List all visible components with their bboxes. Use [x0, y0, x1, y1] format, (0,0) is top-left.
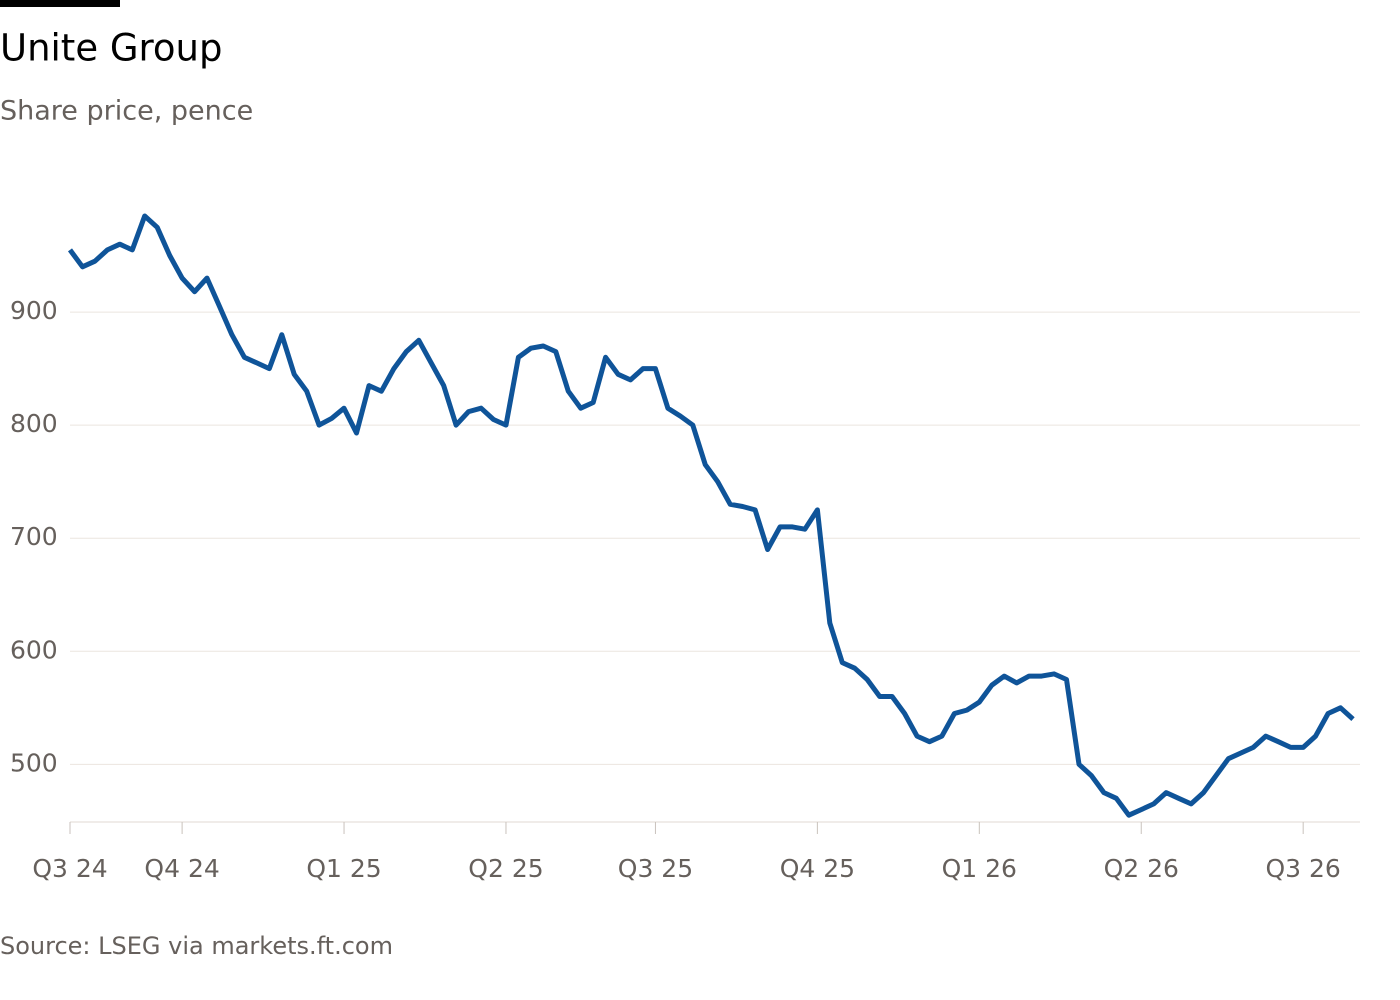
- price-line: [67, 213, 1355, 818]
- x-tick-label: Q1 25: [306, 854, 381, 883]
- source: Source: LSEG via markets.ft.com: [0, 932, 393, 960]
- x-tick-label: Q2 25: [468, 854, 543, 883]
- x-tick-label: Q4 25: [780, 854, 855, 883]
- y-tick-label: 900: [10, 296, 58, 325]
- x-tick-label: Q4 24: [144, 854, 219, 883]
- x-tick-label: Q3 25: [618, 854, 693, 883]
- x-tick-label: Q2 26: [1104, 854, 1179, 883]
- x-tick-label: Q1 26: [942, 854, 1017, 883]
- y-tick-label: 600: [10, 635, 58, 664]
- brand-bar: [0, 0, 120, 7]
- y-tick-label: 500: [10, 748, 58, 777]
- x-tick-label: Q3 24: [32, 854, 107, 883]
- x-tick-label: Q3 26: [1266, 854, 1341, 883]
- y-tick-label: 800: [10, 409, 58, 438]
- y-tick-label: 700: [10, 522, 58, 551]
- chart-subtitle: Share price, pence: [0, 96, 253, 127]
- chart-title: Unite Group: [0, 27, 223, 70]
